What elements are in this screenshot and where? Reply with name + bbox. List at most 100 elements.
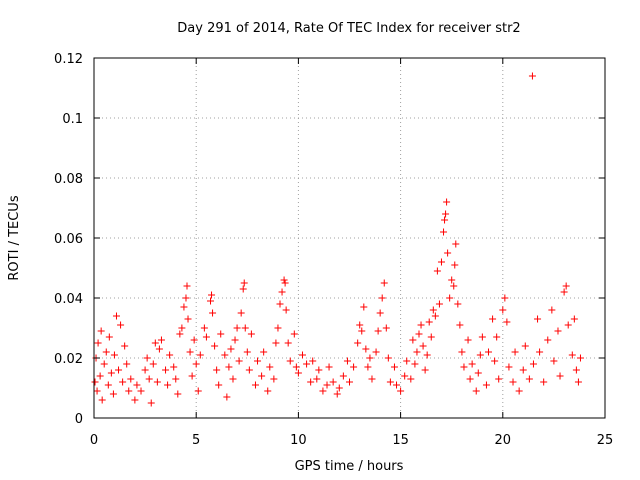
data-point [441,216,449,224]
data-point [96,372,104,380]
x-tick-label: 25 [597,433,614,448]
data-point [386,378,394,386]
data-point [505,363,513,371]
data-point [564,321,572,329]
data-point [329,378,337,386]
data-point [104,381,112,389]
data-point [464,336,472,344]
data-point [184,315,192,323]
data-point [574,378,582,386]
data-point [382,324,390,332]
data-point [489,315,497,323]
data-point [333,390,341,398]
data-point [484,348,492,356]
data-point [286,357,294,365]
data-point [346,378,353,386]
data-point [170,363,178,371]
data-point [554,327,562,335]
data-point [468,360,476,368]
data-point [560,288,568,296]
data-point [151,339,159,347]
data-point [576,354,584,362]
data-point [172,375,180,383]
data-point [451,261,459,269]
data-point [112,312,120,320]
data-point [213,366,221,374]
data-point [91,378,99,386]
x-tick-label: 20 [495,433,512,448]
data-point [460,363,468,371]
data-point [145,375,153,383]
data-point [358,327,366,335]
data-point [450,282,458,290]
data-point [427,333,435,341]
data-point [207,297,215,305]
data-point [372,348,380,356]
data-point [127,375,135,383]
data-point [211,342,219,350]
data-point [401,372,409,380]
data-point [235,357,243,365]
data-point [325,363,333,371]
data-point [319,387,327,395]
data-point [415,330,423,338]
data-point [525,375,533,383]
data-point [281,279,289,287]
data-point [548,306,556,314]
data-point [290,330,298,338]
data-point [247,330,255,338]
data-point [323,381,331,389]
data-point [397,387,405,395]
data-point [433,267,441,275]
y-tick-label: 0 [75,412,83,427]
data-point [562,282,570,290]
data-point [278,288,286,296]
data-point [182,294,190,302]
data-point [229,375,237,383]
data-point [260,348,268,356]
data-point [456,321,464,329]
data-point [192,360,200,368]
data-point [110,351,118,359]
data-point [240,279,248,287]
data-point [155,345,163,353]
data-point [384,354,392,362]
data-point [280,276,288,284]
data-point [452,240,460,248]
data-point [274,324,282,332]
data-point [188,372,196,380]
data-point [572,366,580,374]
data-point [93,387,101,395]
data-point [164,381,172,389]
data-point [493,333,501,341]
data-point [149,360,157,368]
data-point [123,360,131,368]
data-point [94,339,102,347]
x-tick-label: 0 [90,433,98,448]
x-tick-label: 5 [192,433,200,448]
data-point [137,387,145,395]
data-point [417,321,425,329]
data-point [227,345,235,353]
data-point [202,333,210,341]
data-point [217,330,225,338]
data-point [509,378,517,386]
y-tick-label: 0.08 [54,172,83,187]
data-point [362,345,370,353]
data-point [529,360,537,368]
data-point [303,360,311,368]
data-point [196,351,204,359]
data-point [366,354,374,362]
chart-title: Day 291 of 2014, Rate Of TEC Index for r… [177,21,520,36]
data-point [435,300,443,308]
data-point [515,387,523,395]
data-point [141,366,149,374]
data-point [568,351,576,359]
data-point [466,375,474,383]
data-point [343,357,351,365]
data-point [570,315,578,323]
y-tick-label: 0.04 [54,292,83,307]
data-point [309,357,317,365]
data-point [374,327,382,335]
